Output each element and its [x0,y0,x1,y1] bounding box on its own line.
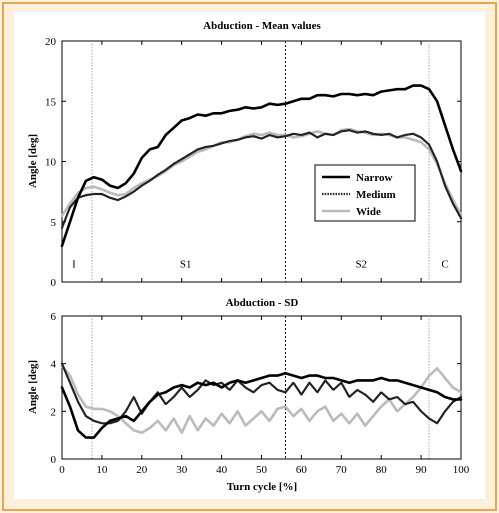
phase-label-s2: S2 [355,259,367,271]
x-tick-label: 100 [453,464,470,476]
sd-panel: Abduction - SD Angle [deg] Turn cycle [%… [27,297,470,493]
mean-values-panel: Abduction - Mean values Angle [deg] 0 5 10… [27,20,463,289]
x-tick-label: 80 [376,464,388,476]
mean-panel-title: Abduction - Mean values [203,20,321,32]
x-tick-label: 10 [96,464,108,476]
y-tick-label: 15 [45,96,57,108]
series-line-narrow [60,371,463,439]
series-line-narrow [60,84,463,248]
y-tick-label: 20 [45,36,57,48]
figure-canvas [14,12,485,499]
legend: Narrow Medium Wide [314,164,416,222]
sd-y-axis-label: Angle [deg] [27,360,39,414]
x-tick-label: 70 [336,464,348,476]
y-tick-label: 5 [51,217,57,229]
series-line-medium [60,129,463,229]
legend-medium-label: Medium [356,189,396,201]
phase-label-i: I [72,259,76,271]
x-tick-label: 60 [296,464,308,476]
x-tick-label: 40 [216,464,228,476]
series-line-wide [60,364,463,435]
y-tick-label: 6 [51,311,57,323]
x-axis-label: Turn cycle [%] [227,481,297,493]
mean-y-axis-label: Angle [deg] [27,134,39,188]
sd-panel-title: Abduction - SD [226,297,299,309]
x-tick-label: 0 [59,464,65,476]
x-tick-label: 50 [256,464,268,476]
legend-narrow-label: Narrow [356,172,393,184]
phase-label-c: C [441,259,448,271]
phase-label-s1: S1 [180,259,192,271]
x-tick-label: 90 [416,464,428,476]
y-tick-label: 0 [51,454,57,466]
legend-wide-label: Wide [356,206,381,218]
y-tick-label: 4 [51,359,57,371]
y-tick-label: 0 [51,277,57,289]
y-tick-label: 2 [51,406,57,418]
x-tick-label: 30 [176,464,188,476]
y-tick-label: 10 [45,157,57,169]
series-line-medium [60,362,463,425]
x-tick-label: 20 [136,464,148,476]
